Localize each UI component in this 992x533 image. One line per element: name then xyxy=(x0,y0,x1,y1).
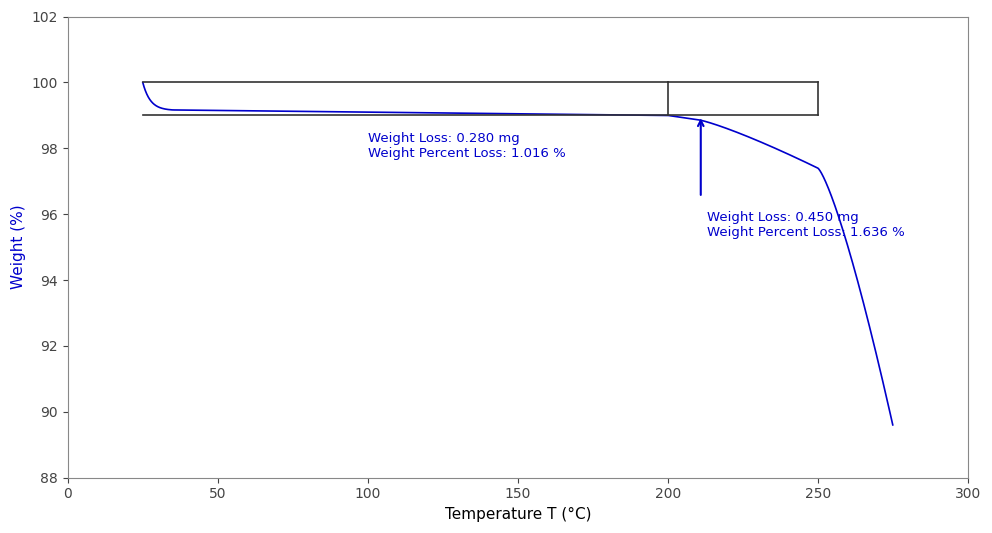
X-axis label: Temperature Τ (°C): Temperature Τ (°C) xyxy=(444,507,591,522)
Text: Weight Loss: 0.450 mg
Weight Percent Loss: 1.636 %: Weight Loss: 0.450 mg Weight Percent Los… xyxy=(706,211,905,239)
Text: Weight Loss: 0.280 mg
Weight Percent Loss: 1.016 %: Weight Loss: 0.280 mg Weight Percent Los… xyxy=(368,132,565,160)
Y-axis label: Weight (%): Weight (%) xyxy=(11,205,26,289)
